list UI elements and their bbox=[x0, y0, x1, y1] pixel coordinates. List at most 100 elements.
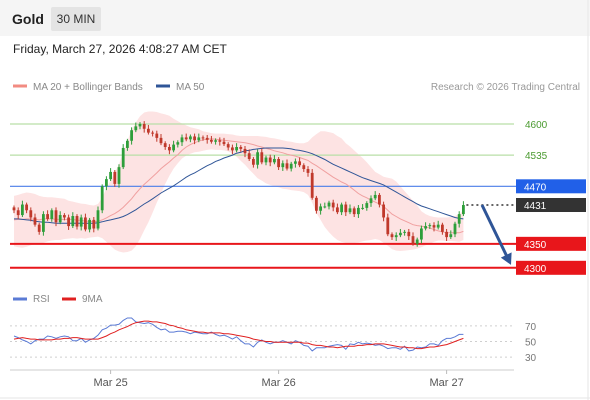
candle-body bbox=[54, 210, 58, 223]
timestamp: Friday, March 27, 2026 4:08:27 AM CET bbox=[13, 42, 228, 56]
candle-body bbox=[264, 157, 268, 163]
candle-body bbox=[432, 225, 436, 228]
candle-body bbox=[105, 179, 108, 187]
candle-body bbox=[155, 133, 159, 138]
candle-body bbox=[373, 194, 377, 199]
candle-body bbox=[100, 186, 104, 211]
support-label-bg bbox=[516, 260, 586, 275]
candle-body bbox=[67, 217, 70, 227]
candle-body bbox=[453, 223, 457, 235]
candle-body bbox=[394, 235, 398, 238]
candle-body bbox=[331, 202, 335, 208]
candle-body bbox=[231, 147, 234, 151]
projection-shaft bbox=[480, 204, 509, 259]
rsi-tick-label: 50 bbox=[525, 338, 537, 349]
candle-body bbox=[415, 239, 419, 244]
rsi-tick-label: 70 bbox=[525, 322, 537, 333]
candle-body bbox=[226, 144, 230, 148]
candle-body bbox=[239, 146, 243, 149]
candle-body bbox=[184, 137, 188, 140]
pivot-label: 4470 bbox=[524, 182, 547, 193]
resistance-label: 4535 bbox=[525, 151, 548, 162]
projection-arrow bbox=[480, 204, 512, 265]
candle-body bbox=[235, 146, 238, 151]
timeframe-tab-bg[interactable] bbox=[51, 7, 101, 31]
candle-body bbox=[16, 210, 20, 216]
price-levels bbox=[10, 123, 516, 269]
rsi-lines bbox=[13, 317, 464, 352]
candle-body bbox=[277, 158, 280, 168]
candle-body bbox=[382, 204, 385, 218]
candle-body bbox=[403, 231, 406, 233]
candle-body bbox=[222, 141, 226, 145]
candle-body bbox=[319, 206, 322, 211]
candle-body bbox=[46, 214, 49, 219]
candle-body bbox=[323, 206, 327, 208]
candle-body bbox=[58, 215, 62, 223]
candle-body bbox=[151, 132, 154, 134]
candle-body bbox=[21, 204, 24, 216]
candle-body bbox=[37, 224, 41, 232]
candle-body bbox=[260, 152, 264, 163]
candle-body bbox=[126, 140, 129, 148]
candle-body bbox=[411, 236, 415, 244]
candle-body bbox=[197, 137, 201, 141]
x-tick-label: Mar 26 bbox=[261, 377, 295, 389]
rsi-ma9-line bbox=[13, 320, 464, 350]
rsi-legend-label: RSI bbox=[33, 294, 50, 305]
ma50-legend-label: MA 50 bbox=[176, 82, 205, 93]
candle-body bbox=[79, 217, 83, 227]
level-labels: 4600 4535 4470 4431 4350 4300 bbox=[516, 120, 586, 275]
candle-body bbox=[147, 128, 150, 133]
candle-body bbox=[88, 219, 91, 230]
candle-body bbox=[378, 194, 381, 205]
candle-body bbox=[268, 157, 272, 163]
support-label: 4350 bbox=[524, 240, 547, 251]
candle-body bbox=[390, 234, 394, 238]
x-axis: Mar 25 Mar 26 Mar 27 bbox=[93, 370, 464, 389]
candle-body bbox=[63, 215, 66, 218]
candle-body bbox=[281, 163, 285, 168]
candle-body bbox=[457, 214, 461, 224]
candle-body bbox=[214, 140, 217, 142]
candle-body bbox=[138, 123, 142, 127]
candle-body bbox=[256, 152, 259, 165]
candle-body bbox=[441, 224, 444, 232]
candle-body bbox=[407, 231, 411, 237]
candle-body bbox=[386, 217, 390, 235]
candle-body bbox=[189, 136, 192, 140]
candle-body bbox=[306, 169, 310, 173]
candle-body bbox=[424, 226, 427, 229]
candle-body bbox=[445, 231, 448, 238]
bollinger-band-fill bbox=[14, 111, 464, 253]
rsi-tick-label: 30 bbox=[525, 353, 537, 364]
candle-body bbox=[109, 171, 112, 180]
candle-body bbox=[12, 207, 16, 211]
last-price-label: 4431 bbox=[524, 201, 547, 212]
candle-body bbox=[163, 143, 167, 147]
timeframe-tab[interactable]: 30 MIN bbox=[57, 12, 96, 26]
candle-body bbox=[92, 219, 96, 229]
rsi-line bbox=[13, 317, 464, 352]
candle-body bbox=[315, 197, 318, 211]
candle-body bbox=[201, 137, 205, 139]
candle-body bbox=[113, 171, 117, 184]
candle-body bbox=[42, 214, 45, 232]
candle-body bbox=[420, 228, 423, 240]
candle-body bbox=[71, 216, 75, 227]
candle-body bbox=[352, 208, 356, 215]
candle-body bbox=[428, 225, 432, 227]
pivot-label-bg bbox=[516, 179, 586, 194]
candle-body bbox=[205, 137, 209, 140]
candle-body bbox=[117, 167, 121, 184]
candle-body bbox=[340, 204, 343, 213]
candle-body bbox=[142, 123, 146, 129]
candle-body bbox=[436, 224, 440, 228]
candle-body bbox=[302, 165, 306, 170]
candle-body bbox=[130, 130, 133, 141]
bollinger-band bbox=[14, 111, 464, 253]
candle-body bbox=[310, 172, 314, 198]
x-tick-label: Mar 27 bbox=[429, 377, 463, 389]
candle-body bbox=[193, 136, 196, 141]
